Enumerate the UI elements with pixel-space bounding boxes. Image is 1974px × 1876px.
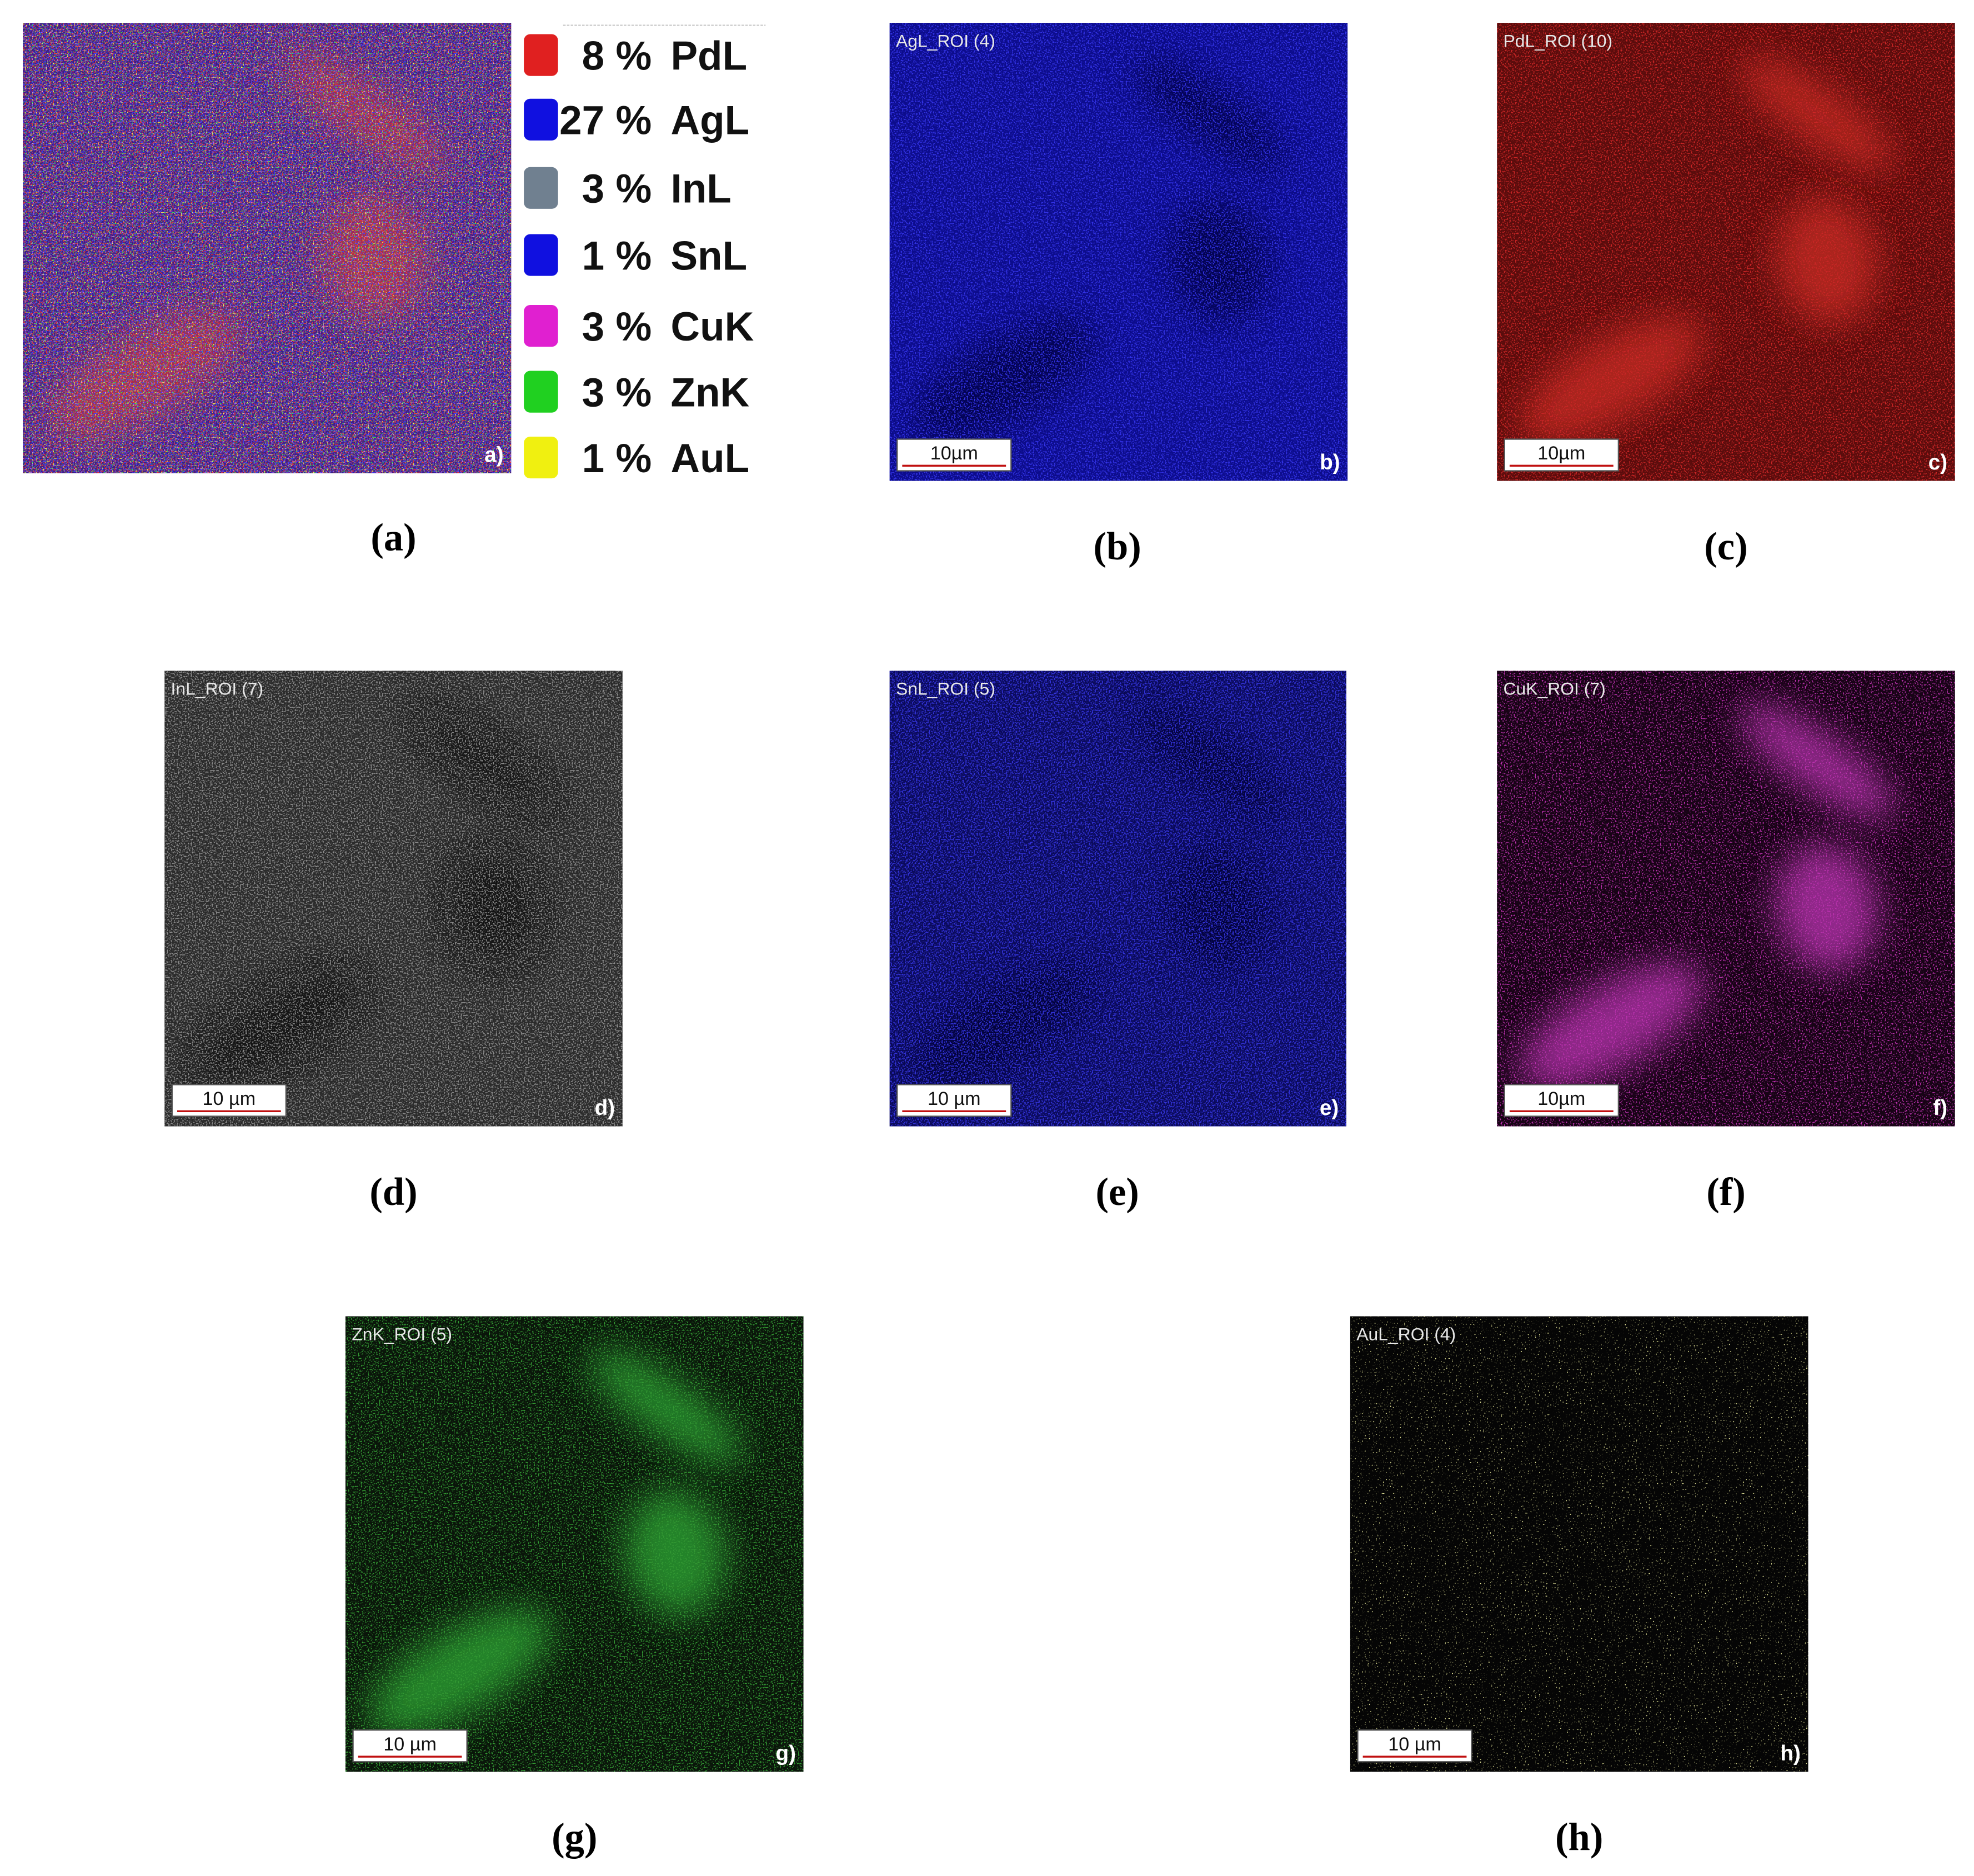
roi-label: SnL_ROI (5) <box>896 679 995 699</box>
panel: AgL_ROI (4) 10µm b) (b) <box>889 23 1348 568</box>
legend-element: ZnK <box>670 370 749 415</box>
scale-bar-label: 10µm <box>1537 443 1585 464</box>
panel-corner-label: e) <box>1320 1096 1339 1120</box>
panel-caption: (a) <box>370 516 416 559</box>
legend-percent: 1 % <box>582 233 652 278</box>
roi-label: ZnK_ROI (5) <box>352 1324 452 1344</box>
legend-swatch <box>524 436 558 479</box>
legend: 8 % PdL 27 % AgL 3 % InL 1 % SnL 3 % CuK 3 % ZnK 1 %… <box>524 24 766 481</box>
panel: ZnK_ROI (5) 10 µm g) (g) <box>345 1316 804 1859</box>
panel-caption: (h) <box>1555 1816 1603 1859</box>
scale-bar-label: 10 µm <box>1388 1734 1441 1755</box>
panel-corner-label: d) <box>595 1096 615 1120</box>
legend-element: AgL <box>670 98 749 143</box>
roi-label: InL_ROI (7) <box>171 679 264 699</box>
panel-caption: (g) <box>552 1816 597 1859</box>
legend-swatch <box>524 234 558 276</box>
panel-caption: (b) <box>1094 525 1141 568</box>
map-image <box>889 671 1347 1127</box>
legend-percent: 3 % <box>582 304 652 349</box>
map-image <box>1497 671 1955 1127</box>
legend-swatch <box>524 98 558 141</box>
legend-swatch <box>524 305 558 347</box>
roi-label: CuK_ROI (7) <box>1504 679 1606 699</box>
legend-percent: 3 % <box>582 167 652 212</box>
panel: SnL_ROI (5) 10 µm e) (e) <box>889 671 1347 1214</box>
legend-element: PdL <box>670 33 747 78</box>
map-image <box>345 1316 804 1772</box>
panel-corner-label: f) <box>1933 1096 1947 1120</box>
panel-corner-label: h) <box>1780 1742 1801 1765</box>
legend-element: InL <box>670 167 731 212</box>
panel-corner-label: g) <box>775 1742 796 1765</box>
panel: AuL_ROI (4) 10 µm h) (h) <box>1350 1316 1808 1859</box>
roi-label: PdL_ROI (10) <box>1504 31 1613 51</box>
scale-bar-label: 10µm <box>930 443 978 464</box>
legend-element: AuL <box>670 436 749 481</box>
panel-corner-label: a) <box>484 443 503 467</box>
panel: a) (a) 8 % PdL 27 % AgL 3 % InL 1 % SnL 3 % CuK 3 % Z… <box>23 23 766 559</box>
panel: PdL_ROI (10) 10µm c) (c) <box>1497 23 1955 568</box>
panel-corner-label: b) <box>1320 451 1340 474</box>
panel-caption: (c) <box>1704 525 1747 568</box>
scale-bar-label: 10 µm <box>203 1088 256 1109</box>
legend-swatch <box>524 34 558 76</box>
panel-caption: (d) <box>369 1170 417 1214</box>
roi-label: AgL_ROI (4) <box>896 31 995 51</box>
legend-percent: 8 % <box>582 33 652 78</box>
legend-swatch <box>524 167 558 209</box>
scale-bar-label: 10µm <box>1537 1088 1585 1109</box>
legend-swatch <box>524 371 558 413</box>
roi-label: AuL_ROI (4) <box>1356 1324 1456 1344</box>
legend-element: CuK <box>670 304 754 349</box>
panel-caption: (f) <box>1706 1170 1746 1214</box>
map-image <box>1497 23 1955 481</box>
panel: InL_ROI (7) 10 µm d) (d) <box>164 671 623 1214</box>
map-image <box>1350 1316 1808 1772</box>
legend-percent: 1 % <box>582 436 652 481</box>
legend-percent: 3 % <box>582 370 652 415</box>
panel-caption: (e) <box>1095 1170 1139 1214</box>
map-image <box>164 671 623 1127</box>
panel-corner-label: c) <box>1928 451 1947 474</box>
legend-percent: 27 % <box>559 98 652 143</box>
map-image <box>889 23 1348 481</box>
legend-element: SnL <box>670 233 747 278</box>
scale-bar-label: 10 µm <box>383 1734 437 1755</box>
panel: CuK_ROI (7) 10µm f) (f) <box>1497 671 1955 1214</box>
scale-bar-label: 10 µm <box>928 1088 981 1109</box>
map-image <box>23 23 512 474</box>
